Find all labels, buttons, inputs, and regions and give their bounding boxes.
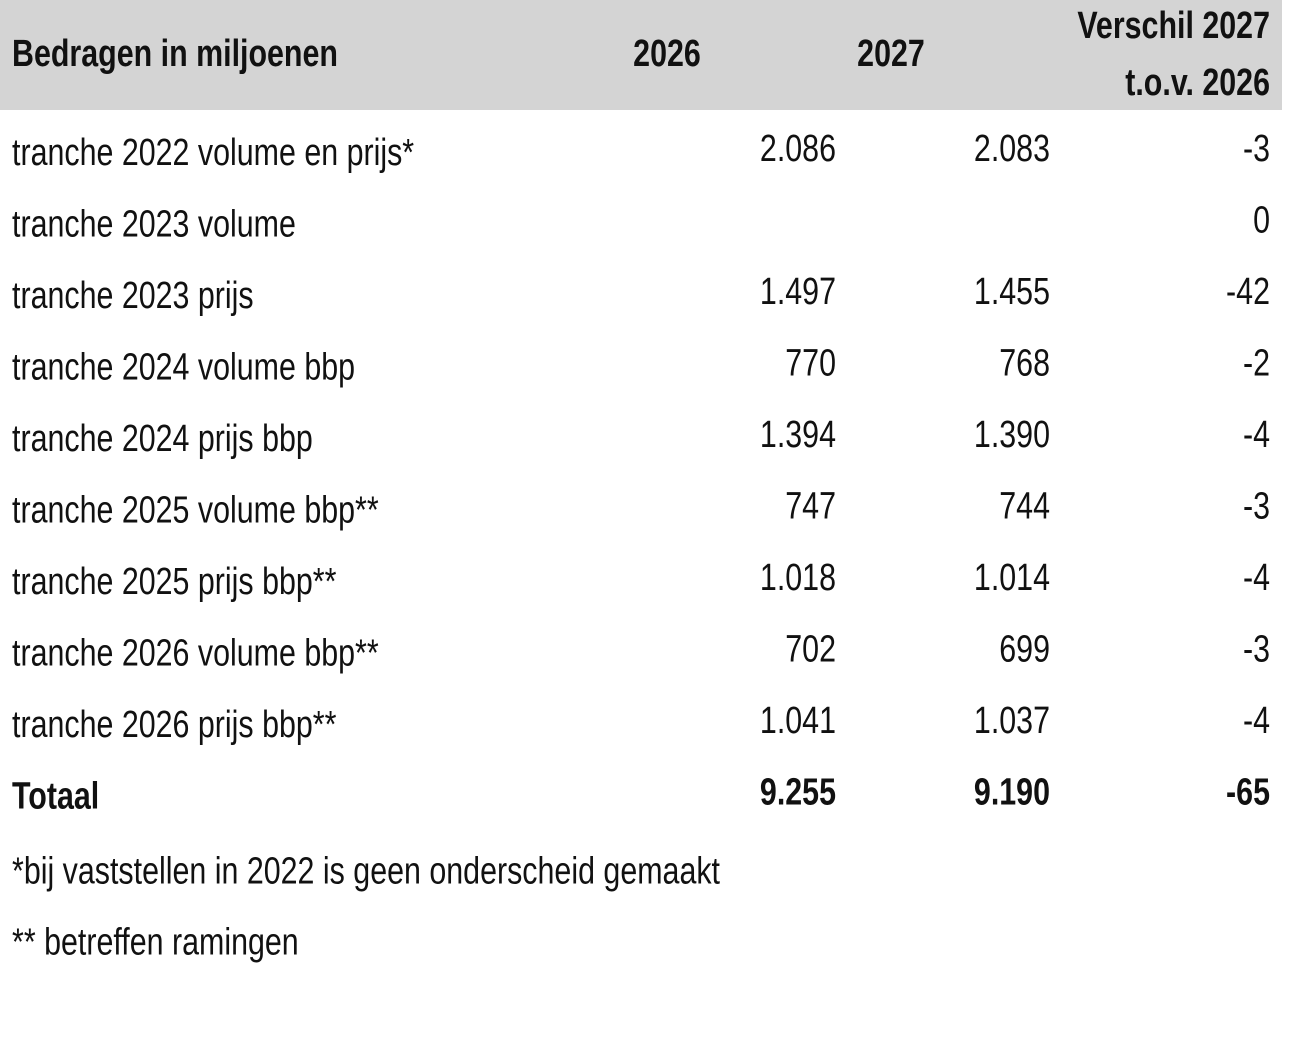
row-label: tranche 2024 prijs bbp (12, 418, 313, 460)
cell-value: 2.083 (974, 128, 1050, 170)
footnote: ** betreffen ramingen (12, 921, 299, 963)
cell-value: 1.390 (974, 414, 1050, 456)
cell-value: 1.455 (974, 271, 1050, 313)
cell-value: -3 (1243, 128, 1270, 170)
cell-value: 1.041 (760, 700, 836, 742)
cell-value: -2 (1243, 342, 1270, 384)
total-value: 9.255 (760, 771, 836, 813)
row-label: tranche 2023 prijs (12, 275, 254, 317)
cell-value: 768 (999, 342, 1050, 384)
header-diff: Verschil 2027 (1077, 5, 1270, 47)
header-label: Bedragen in miljoenen (12, 33, 338, 75)
cell-value: -3 (1243, 485, 1270, 527)
cell-value: 744 (999, 485, 1050, 527)
header-year: 2027 (857, 33, 925, 75)
cell-value: 1.497 (760, 271, 836, 313)
header-diff: t.o.v. 2026 (1125, 62, 1270, 104)
cell-value: -4 (1243, 557, 1270, 599)
cell-value: 1.394 (760, 414, 836, 456)
total-value: -65 (1226, 771, 1270, 813)
cell-value: 747 (785, 485, 836, 527)
cell-value: 702 (785, 628, 836, 670)
cell-value: 1.014 (974, 557, 1050, 599)
cell-value: 770 (785, 342, 836, 384)
row-label: tranche 2023 volume (12, 203, 296, 245)
cell-value: 2.086 (760, 128, 836, 170)
cell-value: 1.018 (760, 557, 836, 599)
header-band (0, 0, 1282, 110)
cell-value: -3 (1243, 628, 1270, 670)
row-label: tranche 2025 prijs bbp** (12, 561, 336, 603)
row-label: tranche 2026 volume bbp** (12, 632, 379, 674)
header-year: 2026 (633, 33, 701, 75)
table: Bedragen in miljoenen 2026 2027 Verschil 20… (12, 5, 1270, 963)
cell-value: 0 (1253, 199, 1270, 241)
footnote: *bij vaststellen in 2022 is geen ondersc… (12, 850, 720, 892)
cell-value: -4 (1243, 414, 1270, 456)
cell-value: 699 (999, 628, 1050, 670)
total-label: Totaal (12, 775, 99, 817)
row-label: tranche 2025 volume bbp** (12, 489, 379, 531)
cell-value: -42 (1226, 271, 1270, 313)
total-value: 9.190 (974, 771, 1050, 813)
cell-value: -4 (1243, 700, 1270, 742)
row-label: tranche 2026 prijs bbp** (12, 704, 336, 746)
row-label: tranche 2022 volume en prijs* (12, 132, 414, 174)
cell-value: 1.037 (974, 700, 1050, 742)
row-label: tranche 2024 volume bbp (12, 346, 355, 388)
